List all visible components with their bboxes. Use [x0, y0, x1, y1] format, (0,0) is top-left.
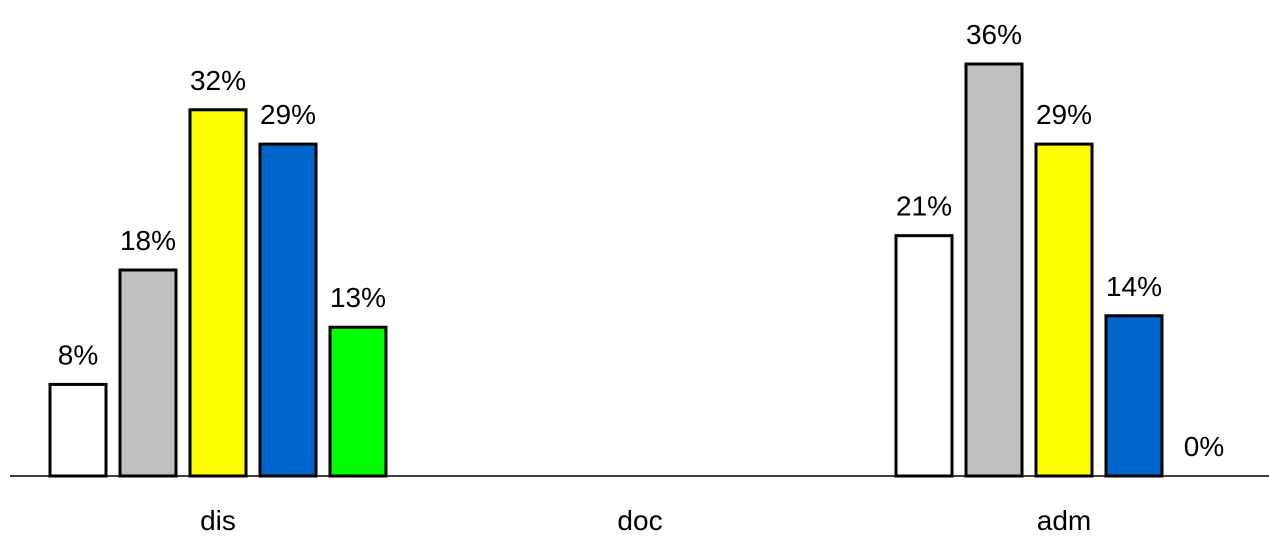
data-label-adm-5: 0% — [1184, 431, 1224, 462]
category-label-doc: doc — [617, 505, 662, 536]
bar-dis-5 — [328, 325, 388, 478]
bar-adm-3 — [1034, 142, 1094, 478]
data-label-adm-1: 21% — [896, 191, 952, 222]
bar-adm-2 — [964, 62, 1024, 478]
bar-adm-4 — [1104, 314, 1164, 478]
category-label-adm: adm — [1037, 505, 1091, 536]
data-label-adm-3: 29% — [1036, 99, 1092, 130]
bar-dis-4 — [258, 142, 318, 478]
bar-adm-1 — [894, 234, 954, 478]
bar-dis-1 — [48, 382, 108, 478]
category-labels-layer: dis doc adm — [200, 505, 1091, 536]
data-label-dis-1: 8% — [58, 339, 98, 370]
data-label-dis-3: 32% — [190, 65, 246, 96]
bars-layer — [48, 62, 1164, 478]
category-label-dis: dis — [200, 505, 236, 536]
data-label-adm-2: 36% — [966, 19, 1022, 50]
data-label-dis-2: 18% — [120, 225, 176, 256]
bar-dis-3 — [188, 108, 248, 478]
data-label-adm-4: 14% — [1106, 271, 1162, 302]
data-label-dis-4: 29% — [260, 99, 316, 130]
value-labels-layer: 8% 18% 32% 29% 13% 21% 36% 29% 14% 0% — [58, 19, 1224, 462]
bar-dis-2 — [118, 268, 178, 478]
data-label-dis-5: 13% — [330, 282, 386, 313]
